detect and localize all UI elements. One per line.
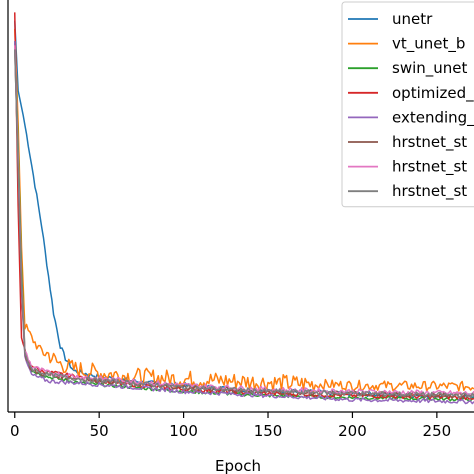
x-tick-label: 250 [423, 422, 452, 440]
x-ticks: 0 50 100 150 200 250 [10, 412, 451, 440]
legend-label: hrstnet_st [392, 158, 467, 177]
series-line-7 [14, 49, 474, 399]
x-tick-label: 100 [169, 422, 198, 440]
legend-label: swin_unet [392, 59, 467, 78]
series-line-2 [14, 41, 474, 402]
legend-label: optimized_ [392, 84, 474, 103]
plot-lines [14, 12, 474, 405]
legend-label: unetr [392, 10, 433, 28]
x-tick-label: 150 [254, 422, 283, 440]
legend-box [341, 1, 474, 208]
x-tick-label: 50 [90, 422, 109, 440]
x-tick-label: 0 [10, 422, 20, 440]
legend-label: extending_ [392, 108, 474, 127]
legend: unetr vt_unet_b swin_unet optimized_extendi… [341, 1, 474, 208]
x-tick-label: 200 [338, 422, 367, 440]
x-axis-title: Epoch [215, 457, 261, 474]
legend-label: hrstnet_st [392, 182, 467, 201]
legend-label: vt_unet_b [392, 35, 465, 54]
legend-label: hrstnet_st [392, 133, 467, 152]
series-line-4 [14, 41, 474, 405]
series-line-1 [14, 28, 474, 393]
